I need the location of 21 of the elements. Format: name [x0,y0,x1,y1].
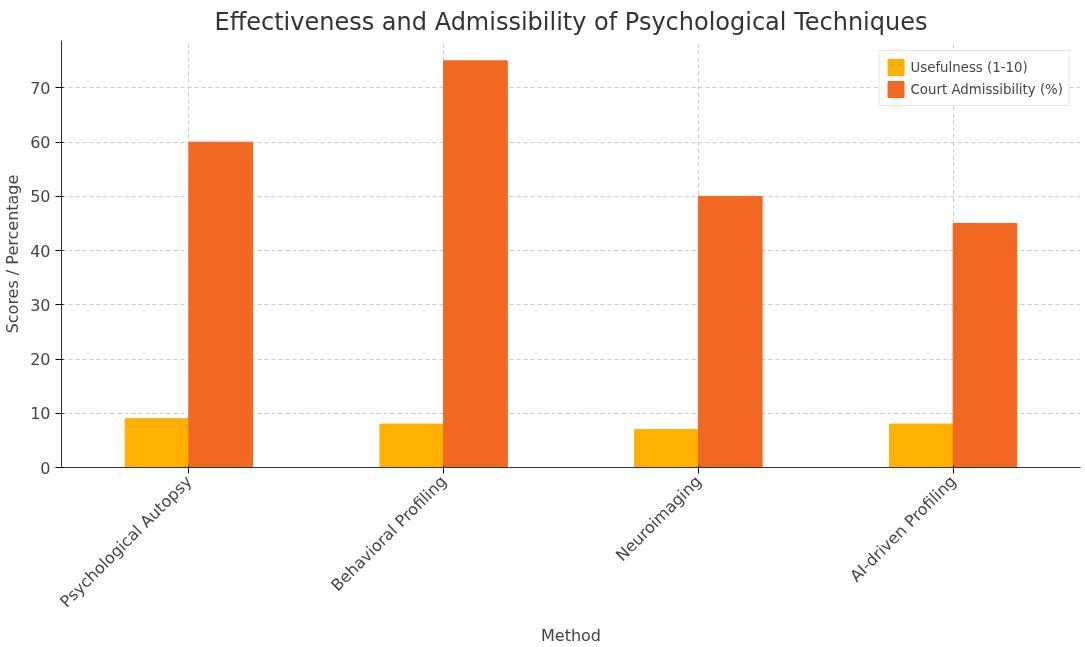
chart-title: Effectiveness and Admissibility of Psychological Techniques [214,7,928,36]
bar [379,423,445,468]
y-tick-label: 0 [40,458,51,478]
legend-label: Usefulness (1-10) [910,59,1028,75]
bar [124,418,190,468]
y-tick-label: 30 [30,295,51,315]
bar [697,195,763,468]
bar [888,423,954,468]
bar [188,141,254,468]
bar [952,223,1018,468]
y-tick-label: 70 [30,78,51,98]
y-tick-label: 20 [30,350,51,370]
x-axis-title: Method [541,625,602,645]
y-axis-title: Scores / Percentage [3,174,23,334]
bar [443,60,508,468]
legend-label: Court Admissibility (%) [910,81,1063,97]
y-tick-label: 40 [30,241,51,261]
y-tick-label: 10 [30,404,51,424]
bar [634,429,699,468]
y-tick-label: 50 [30,187,51,207]
y-tick-label: 60 [30,133,51,153]
